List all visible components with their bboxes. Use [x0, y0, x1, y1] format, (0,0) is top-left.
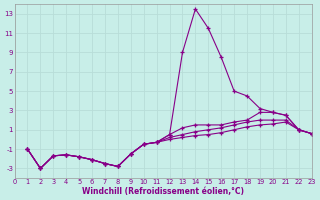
X-axis label: Windchill (Refroidissement éolien,°C): Windchill (Refroidissement éolien,°C)	[82, 187, 244, 196]
